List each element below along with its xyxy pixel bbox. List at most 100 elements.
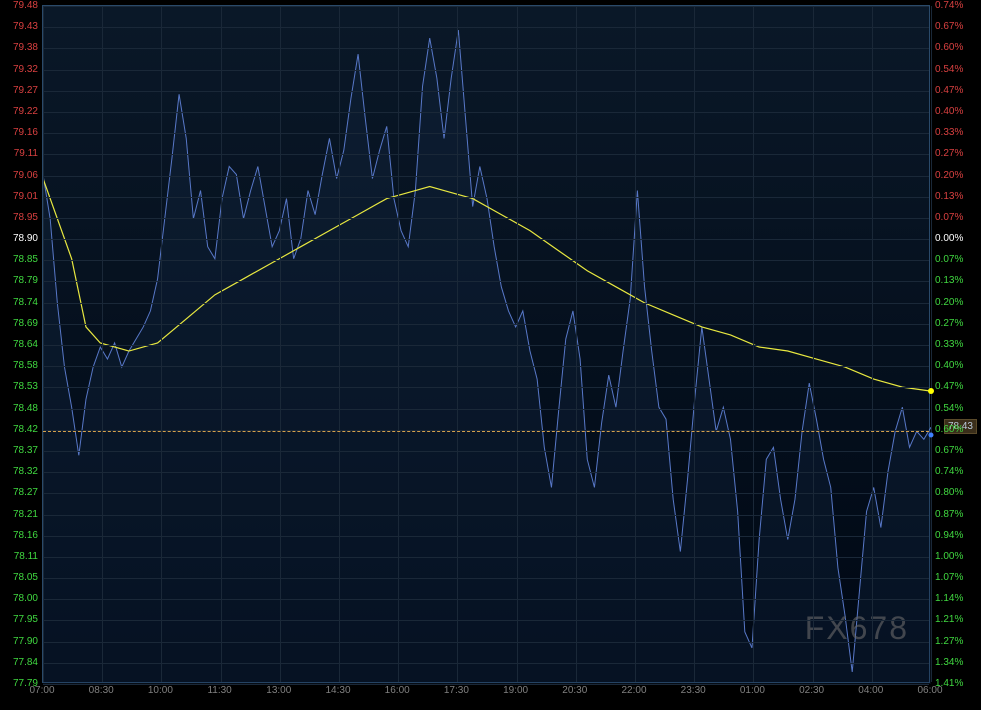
gridline-v [576, 6, 577, 682]
x-label: 11:30 [200, 685, 240, 696]
y-right-label: 0.74% [931, 0, 977, 11]
gridline-h [43, 218, 929, 219]
x-label: 17:30 [436, 685, 476, 696]
gridline-h [43, 70, 929, 71]
y-left-label: 79.48 [0, 0, 38, 11]
y-right-label: 0.40% [931, 106, 977, 117]
gridline-h [43, 27, 929, 28]
y-right-label: 0.33% [931, 339, 977, 350]
y-right-label: 1.34% [931, 657, 977, 668]
y-right-label: 0.67% [931, 21, 977, 32]
x-label: 04:00 [851, 685, 891, 696]
y-right-label: 0.07% [931, 254, 977, 265]
gridline-v [339, 6, 340, 682]
y-left-label: 78.37 [0, 445, 38, 456]
gridline-v [457, 6, 458, 682]
gridline-h [43, 345, 929, 346]
gridline-h [43, 48, 929, 49]
gridline-h [43, 366, 929, 367]
y-left-label: 79.16 [0, 127, 38, 138]
y-left-label: 77.84 [0, 657, 38, 668]
gridline-v [517, 6, 518, 682]
gridline-v [43, 6, 44, 682]
y-right-label: 1.14% [931, 593, 977, 604]
y-right-label: 0.54% [931, 403, 977, 414]
y-left-label: 79.22 [0, 106, 38, 117]
y-right-label: 0.40% [931, 360, 977, 371]
y-left-label: 78.05 [0, 572, 38, 583]
plot-area[interactable]: FX678 78.43 [42, 5, 930, 683]
y-left-label: 78.90 [0, 233, 38, 244]
y-left-label: 78.21 [0, 509, 38, 520]
y-left-label: 78.64 [0, 339, 38, 350]
y-left-label: 78.58 [0, 360, 38, 371]
x-label: 13:00 [259, 685, 299, 696]
y-left-label: 78.85 [0, 254, 38, 265]
y-left-label: 78.53 [0, 381, 38, 392]
gridline-h [43, 451, 929, 452]
y-left-label: 79.27 [0, 85, 38, 96]
gridline-h [43, 578, 929, 579]
y-right-label: 0.33% [931, 127, 977, 138]
x-label: 16:00 [377, 685, 417, 696]
y-right-label: 0.87% [931, 509, 977, 520]
gridline-h [43, 112, 929, 113]
gridline-h [43, 536, 929, 537]
y-right-label: 0.13% [931, 191, 977, 202]
gridline-v [753, 6, 754, 682]
gridline-h [43, 281, 929, 282]
y-right-label: 0.07% [931, 212, 977, 223]
y-right-label: 0.80% [931, 487, 977, 498]
gridline-v [813, 6, 814, 682]
y-left-label: 78.11 [0, 551, 38, 562]
y-left-label: 78.27 [0, 487, 38, 498]
y-left-label: 79.38 [0, 42, 38, 53]
y-axis-right: 0.74% 0.67% 0.60% 0.54% 0.47% 0.40% 0.33% 0.27%… [931, 0, 981, 688]
x-label: 07:00 [22, 685, 62, 696]
y-left-label: 78.42 [0, 424, 38, 435]
gridline-h [43, 493, 929, 494]
x-axis: 07:0008:3010:0011:3013:0014:3016:0017:30… [42, 683, 930, 705]
gridline-h [43, 133, 929, 134]
y-right-label: 0.54% [931, 64, 977, 75]
gridline-h [43, 515, 929, 516]
x-label: 08:30 [81, 685, 121, 696]
reference-line [43, 431, 929, 432]
y-right-label: 0.60% [931, 42, 977, 53]
gridline-v [398, 6, 399, 682]
gridline-h [43, 239, 929, 240]
y-right-label: 0.47% [931, 381, 977, 392]
x-label: 20:30 [555, 685, 595, 696]
gridline-h [43, 472, 929, 473]
x-label: 23:30 [673, 685, 713, 696]
gridline-v [635, 6, 636, 682]
x-label: 22:00 [614, 685, 654, 696]
gridline-h [43, 303, 929, 304]
gridline-h [43, 91, 929, 92]
y-right-label: 0.60% [931, 424, 977, 435]
y-right-label: 0.00% [931, 233, 977, 244]
y-right-label: 1.00% [931, 551, 977, 562]
y-left-label: 78.69 [0, 318, 38, 329]
y-right-label: 0.74% [931, 466, 977, 477]
y-left-label: 78.00 [0, 593, 38, 604]
gridline-h [43, 387, 929, 388]
x-label: 02:30 [792, 685, 832, 696]
y-left-label: 77.90 [0, 636, 38, 647]
gridline-v [221, 6, 222, 682]
gridline-h [43, 260, 929, 261]
x-label: 10:00 [140, 685, 180, 696]
y-right-label: 0.27% [931, 318, 977, 329]
y-left-label: 79.32 [0, 64, 38, 75]
gridline-v [694, 6, 695, 682]
y-left-label: 78.32 [0, 466, 38, 477]
gridline-v [280, 6, 281, 682]
gridline-v [102, 6, 103, 682]
y-right-label: 0.20% [931, 170, 977, 181]
y-right-label: 0.13% [931, 275, 977, 286]
y-left-label: 78.74 [0, 297, 38, 308]
y-right-label: 0.47% [931, 85, 977, 96]
y-left-label: 79.06 [0, 170, 38, 181]
x-label: 19:00 [496, 685, 536, 696]
y-right-label: 1.21% [931, 614, 977, 625]
